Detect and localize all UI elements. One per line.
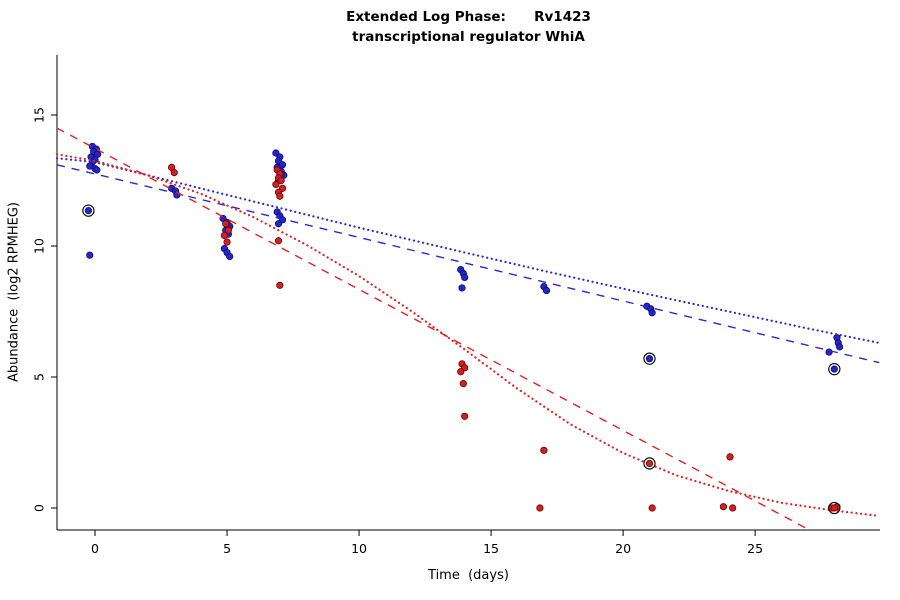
data-point-red [223,238,231,246]
circled-data-point-red [830,504,838,512]
outlier-ring-icon [643,352,656,365]
data-point-red [277,176,285,185]
data-point-red [222,220,230,228]
y-tick-label: 5 [32,373,47,381]
data-point-red [536,504,544,512]
axes: 0 5 10 15 20 25 0 5 10 15 [32,55,880,556]
trend-line-red-dashed-linear-fit [56,127,810,531]
circled-data-point-blue [830,365,838,373]
outlier-ring-icon [828,501,841,515]
y-tick-label: 0 [32,504,47,512]
data-point-red [729,504,737,512]
outlier-ring-icon [828,362,841,376]
chart-title: Extended Log Phase: Rv1423 [346,9,591,25]
data-point-blue [226,252,234,261]
outlier-ring-icon [643,457,656,470]
data-point-blue [825,348,833,356]
data-point-blue [274,220,283,228]
data-point-red [719,503,728,511]
data-point-blue [542,286,551,295]
data-point-blue [461,273,469,282]
data-point-red [170,169,178,177]
data-point-red [459,379,467,388]
data-point-red [457,368,465,376]
circled-points [82,204,841,515]
series-blue [86,142,844,356]
data-point-red [726,453,734,461]
circled-data-point-blue [645,355,654,363]
y-axis-label: Abundance (log2 RPMHEG) [6,201,22,383]
x-tick-label: 15 [483,541,499,556]
trend-line-red-dotted-curve-fit [55,153,881,518]
x-axis-label: Time (days) [428,568,509,583]
circled-data-point-red [645,459,654,468]
data-point-red [648,504,656,512]
trend-line-blue-dashed-linear-fit [56,164,880,364]
data-point-red [274,237,283,245]
data-point-red [224,226,232,234]
y-tick-label: 10 [32,238,47,254]
series-red [167,163,841,512]
data-point-blue [458,284,466,292]
data-point-red [276,281,284,289]
data-point-red [276,192,284,200]
x-tick-label: 10 [351,541,367,556]
data-point-red [540,446,548,454]
data-point-red [461,412,469,420]
x-tick-label: 5 [223,541,231,556]
data-point-blue [836,343,844,351]
chart-subtitle: transcriptional regulator WhiA [352,29,585,45]
data-point-blue [648,309,656,317]
circled-data-point-blue [84,207,93,215]
outlier-ring-icon [82,204,95,217]
data-point-blue [93,166,101,174]
x-tick-label: 25 [747,541,763,556]
y-tick-label: 15 [32,107,47,123]
data-point-red [220,231,228,240]
data-point-red [272,180,280,189]
data-point-blue [86,251,94,259]
x-tick-label: 0 [91,541,99,556]
x-tick-label: 20 [615,541,631,556]
